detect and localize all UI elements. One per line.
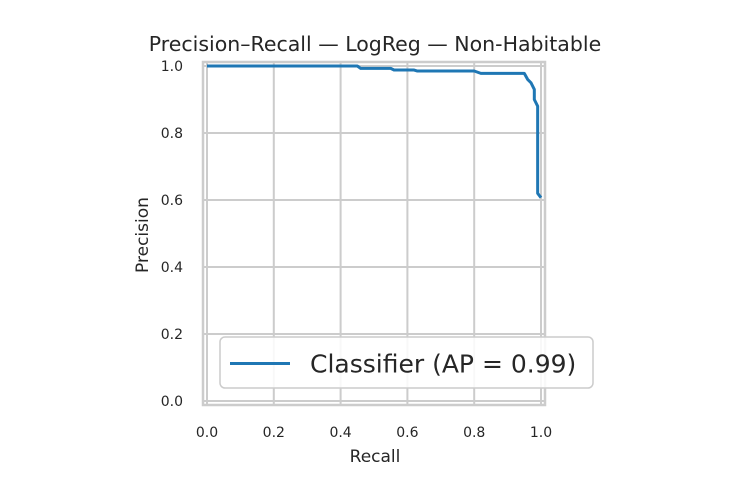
- x-tick-label: 0.2: [263, 425, 285, 441]
- x-tick-label: 0.0: [196, 425, 218, 441]
- legend: Classifier (AP = 0.99): [219, 336, 594, 389]
- y-tick-label: 0.8: [161, 126, 183, 142]
- y-tick-label: 0.4: [161, 260, 183, 276]
- tick-labels: 0.0 0.2 0.4 0.6 0.8 1.0 0.0 0.2 0.4 0.6 0.8 1.0: [161, 59, 552, 441]
- series-layer: [207, 64, 543, 199]
- y-tick-label: 1.0: [161, 59, 183, 75]
- x-tick-label: 0.4: [329, 425, 351, 441]
- legend-entry-label: Classifier (AP = 0.99): [310, 350, 576, 379]
- x-tick-label: 0.6: [396, 425, 418, 441]
- y-axis-label: Precision: [133, 197, 153, 273]
- y-tick-label: 0.2: [161, 327, 183, 343]
- x-axis-label: Recall: [350, 447, 401, 467]
- x-tick-label: 0.8: [463, 425, 485, 441]
- y-tick-label: 0.0: [161, 394, 183, 410]
- chart-title: Precision–Recall — LogReg — Non-Habitabl…: [149, 32, 601, 56]
- x-tick-label: 1.0: [530, 425, 552, 441]
- legend-box: [219, 336, 594, 389]
- series-line: [207, 64, 543, 199]
- y-tick-label: 0.6: [161, 193, 183, 209]
